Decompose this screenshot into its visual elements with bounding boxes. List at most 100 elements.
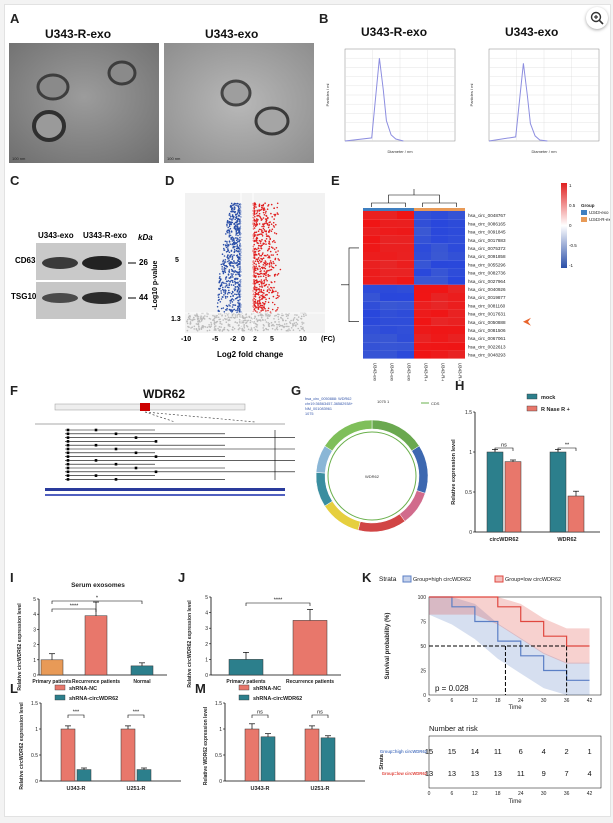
volcano-point-up: [269, 221, 271, 223]
volcano-point-down: [226, 219, 229, 222]
significance-bracket: [67, 714, 85, 718]
volcano-point-down: [234, 207, 236, 209]
volcano-point-ns: [254, 329, 257, 331]
volcano-point-ns: [223, 326, 226, 329]
panel-a-title-1: U343-R-exo: [45, 27, 112, 41]
heatmap-cell: [380, 293, 397, 302]
volcano-point-ns: [234, 314, 237, 316]
volcano-point-up: [274, 213, 277, 216]
volcano-point-up: [258, 288, 260, 290]
volcano-point-ns: [196, 323, 199, 326]
volcano-point-down: [224, 271, 227, 274]
zoom-in-button[interactable]: [586, 7, 608, 29]
volcano-point-up: [257, 303, 259, 305]
volcano-point-up: [253, 308, 256, 310]
volcano-point-up: [273, 275, 276, 277]
volcano-point-down: [218, 281, 220, 284]
heatmap-cell: [448, 293, 465, 302]
volcano-point-ns: [251, 328, 253, 331]
volcano-point-ns: [243, 325, 245, 327]
volcano-point-ns: [200, 317, 203, 320]
volcano-point-ns: [287, 317, 289, 320]
panel-label-j: J: [178, 570, 186, 585]
volcano-point-down: [229, 205, 232, 207]
volcano-point-ns: [208, 324, 210, 326]
volcano-point-ns: [302, 322, 305, 324]
volcano-point-ns: [193, 316, 195, 319]
volcano-point-up: [258, 262, 260, 265]
volcano-point-up: [254, 213, 256, 215]
volcano-point-up: [264, 267, 267, 270]
heatmap-cell: [363, 276, 380, 285]
xtick: 5: [270, 336, 274, 343]
volcano-point-down: [236, 285, 239, 288]
heatmap-cell: [448, 219, 465, 228]
exon-block: [66, 459, 70, 462]
volcano-point-down: [232, 210, 235, 213]
volcano-point-ns: [201, 318, 204, 320]
volcano-point-down: [231, 301, 234, 303]
risk-x-tick: 30: [541, 791, 547, 797]
volcano-point-down: [228, 234, 231, 236]
heatmap-cell: [414, 243, 431, 252]
y-tick-label: 0: [219, 779, 222, 785]
volcano-point-down: [235, 293, 238, 296]
volcano-point-ns: [196, 314, 198, 317]
bar: [304, 728, 320, 782]
volcano-point-up: [273, 286, 275, 289]
xtick: -10: [181, 336, 192, 343]
volcano-point-down: [228, 262, 230, 265]
volcano-point-down: [238, 293, 241, 296]
volcano-point-up: [273, 262, 275, 265]
figure: A U343-R-exo U343-exo 100 nm 100 nm B U3…: [4, 4, 611, 817]
volcano-point-up: [259, 254, 261, 257]
volcano-point-ns: [202, 326, 204, 329]
volcano-point-up: [255, 275, 257, 277]
nta-ylabel: Particles / ml: [469, 83, 474, 106]
risk-cell: 15: [448, 747, 456, 756]
volcano-point-up: [255, 287, 257, 289]
volcano-point-up: [254, 282, 256, 285]
volcano-point-up: [261, 291, 264, 294]
volcano-point-up: [262, 252, 264, 254]
significance-label: ns: [317, 710, 323, 716]
volcano-point-down: [226, 309, 228, 311]
volcano-point-up: [266, 279, 268, 282]
volcano-point-ns: [226, 318, 228, 320]
risk-cell: 7: [565, 769, 569, 778]
volcano-point-up: [254, 294, 257, 296]
heatmap-cell: [363, 309, 380, 318]
circ-info: hsa_circ_0050888: WDR62 chr19:36563457-3…: [305, 397, 353, 417]
volcano-point-ns: [239, 313, 241, 316]
volcano-point-ns: [214, 316, 216, 319]
volcano-point-down: [220, 290, 222, 292]
volcano-point-down: [233, 208, 236, 211]
chart-h: circWDR62 WDR62 0 0.5 1 1.5 Relative expressio…: [451, 393, 600, 543]
exon-block: [94, 428, 98, 432]
volcano-point-down: [236, 244, 239, 246]
volcano-point-down: [235, 273, 237, 276]
volcano-point-ns: [242, 321, 245, 324]
volcano-point-up: [268, 224, 270, 227]
volcano-point-up: [262, 225, 265, 227]
volcano-point-down: [237, 240, 239, 243]
volcano-point-down: [237, 206, 240, 209]
volcano-point-down: [224, 291, 227, 293]
volcano-point-down: [237, 215, 240, 217]
volcano-point-up: [259, 302, 262, 305]
volcano-point-ns: [292, 319, 295, 322]
volcano-point-up: [257, 304, 259, 306]
bar: [136, 769, 152, 782]
panel-b-title-1: U343-R-exo: [361, 25, 428, 39]
volcano-point-ns: [241, 316, 243, 318]
heatmap-cell: [397, 211, 414, 220]
volcano-point-down: [230, 279, 232, 282]
exon-block: [114, 462, 118, 466]
volcano-point-down: [229, 216, 232, 218]
volcano-point-up: [260, 282, 262, 284]
volcano-point-up: [268, 245, 271, 248]
volcano-point-up: [270, 223, 273, 225]
gene-label: hsa_circ_0067061: [468, 336, 506, 341]
volcano-point-down: [218, 277, 221, 279]
volcano-point-down: [224, 286, 227, 288]
